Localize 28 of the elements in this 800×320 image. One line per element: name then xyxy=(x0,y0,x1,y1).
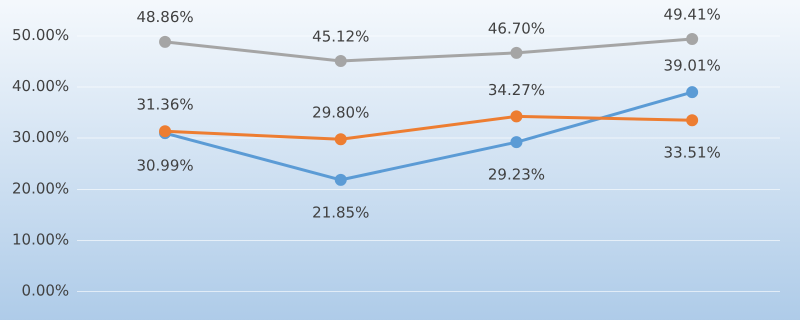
point xyxy=(510,136,522,148)
data-label: 31.36% xyxy=(136,96,194,114)
data-label: 33.51% xyxy=(664,144,721,162)
point xyxy=(686,33,698,46)
data-label: 49.41% xyxy=(664,5,721,24)
y-tick-label: 20.00% xyxy=(12,179,70,198)
y-tick-label: 40.00% xyxy=(12,77,70,96)
data-label: 29.23% xyxy=(488,166,546,184)
data-label: 29.80% xyxy=(312,104,370,122)
data-label: 45.12% xyxy=(312,27,370,46)
point xyxy=(510,110,522,122)
data-label: 34.27% xyxy=(488,80,546,99)
data-label: 48.86% xyxy=(136,8,194,26)
y-tick-label: 50.00% xyxy=(12,26,70,44)
data-label: 21.85% xyxy=(312,203,370,222)
point xyxy=(686,114,698,126)
point xyxy=(159,36,172,48)
data-label: 30.99% xyxy=(136,156,194,175)
data-label: 46.70% xyxy=(488,19,546,38)
point xyxy=(510,46,522,59)
point xyxy=(334,174,347,186)
y-tick-label: 10.00% xyxy=(12,230,70,248)
point xyxy=(334,54,347,67)
data-label: 39.01% xyxy=(664,56,721,75)
y-tick-label: 30.00% xyxy=(12,128,70,146)
point xyxy=(334,133,347,146)
point xyxy=(686,86,698,98)
y-tick-label: 0.00% xyxy=(22,281,70,300)
